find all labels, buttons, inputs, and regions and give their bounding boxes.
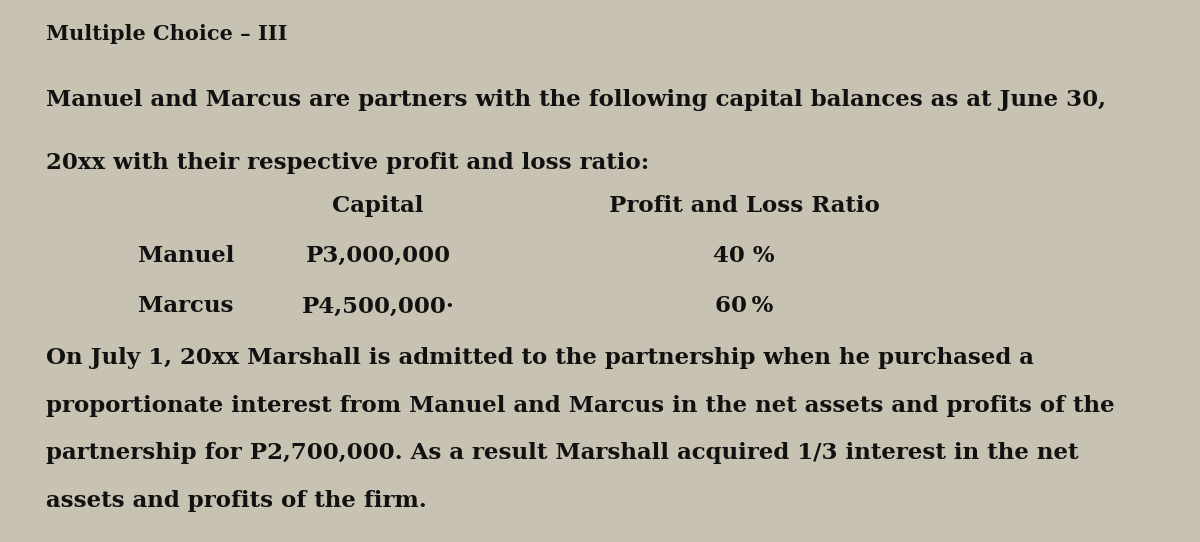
Text: P4,500,000·: P4,500,000·: [301, 295, 455, 318]
Text: 40 %: 40 %: [713, 245, 775, 267]
Text: On July 1, 20xx Marshall is admitted to the partnership when he purchased a: On July 1, 20xx Marshall is admitted to …: [46, 347, 1033, 369]
Text: 20xx with their respective profit and loss ratio:: 20xx with their respective profit and lo…: [46, 152, 649, 174]
Text: Marcus: Marcus: [138, 295, 234, 318]
Text: 60 %: 60 %: [715, 295, 773, 318]
Text: partnership for P2,700,000. As a result Marshall acquired 1/3 interest in the ne: partnership for P2,700,000. As a result …: [46, 442, 1078, 464]
Text: Profit and Loss Ratio: Profit and Loss Ratio: [608, 195, 880, 217]
Text: P3,000,000: P3,000,000: [306, 245, 450, 267]
Text: Manuel: Manuel: [138, 245, 234, 267]
Text: assets and profits of the firm.: assets and profits of the firm.: [46, 490, 426, 512]
Text: proportionate interest from Manuel and Marcus in the net assets and profits of t: proportionate interest from Manuel and M…: [46, 395, 1115, 417]
Text: Multiple Choice – III: Multiple Choice – III: [46, 24, 287, 44]
Text: Manuel and Marcus are partners with the following capital balances as at June 30: Manuel and Marcus are partners with the …: [46, 89, 1105, 112]
Text: Capital: Capital: [332, 195, 424, 217]
